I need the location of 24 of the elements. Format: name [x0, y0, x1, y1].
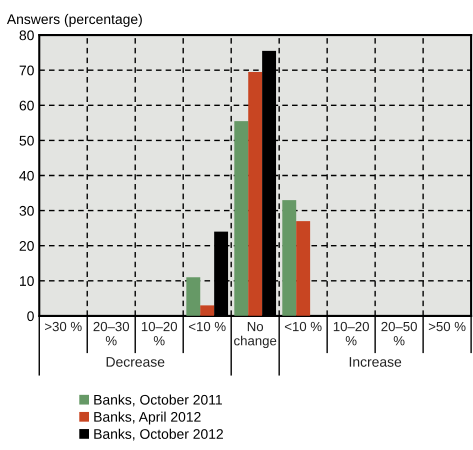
x-tick-label: >50 % — [428, 322, 466, 332]
x-tick-label: 10–20 % — [334, 322, 369, 346]
y-tick-label: 0 — [27, 311, 34, 322]
x-tick-label: >30 % — [45, 322, 82, 332]
text: Increase — [350, 357, 402, 367]
legend-label: Banks, April 2012 — [94, 412, 201, 425]
x-tick-label: No change — [234, 322, 276, 348]
x-tick-label: <10 % — [284, 322, 322, 332]
y-tick-label: 30 — [19, 206, 34, 216]
y-tick-label: 50 — [20, 136, 34, 146]
x-tick-label: 20–50 % — [381, 322, 417, 346]
x-tick-label: 20–30 % — [94, 322, 130, 346]
y-tick-label: 70 — [20, 66, 34, 76]
y-tick-label: 80 — [20, 30, 34, 40]
x-tick-label: 10–20 % — [142, 322, 178, 346]
x-tick-label: <10 % — [188, 322, 226, 332]
y-tick-label: 40 — [19, 170, 34, 181]
legend-label: Banks, October 2011 — [94, 394, 222, 406]
text: Decrease — [106, 357, 164, 367]
y-tick-label: 10 — [20, 276, 34, 286]
y-tick-label: 60 — [20, 100, 34, 110]
y-tick-label: 20 — [20, 241, 34, 251]
legend-label: Banks, October 2012 — [94, 428, 223, 441]
y-axis-title: Answers (percentage) — [6, 14, 142, 27]
